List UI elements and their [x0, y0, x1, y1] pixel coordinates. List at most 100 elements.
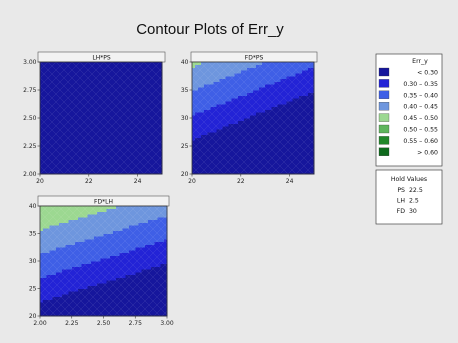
contour-cell [225, 148, 229, 152]
contour-cell [204, 106, 208, 110]
contour-cell [65, 305, 69, 309]
contour-cell [277, 64, 281, 68]
contour-cell [94, 76, 99, 80]
contour-cell [152, 64, 157, 68]
contour-cell [40, 250, 44, 254]
contour-cell [240, 73, 245, 77]
contour-cell [97, 165, 102, 169]
contour-cell [87, 230, 92, 234]
contour-cell [253, 151, 257, 155]
mesh-line [40, 62, 65, 87]
contour-cell [151, 228, 155, 232]
contour-cell [122, 266, 127, 270]
contour-cell [253, 162, 257, 166]
contour-cell [268, 148, 272, 152]
contour-cell [79, 134, 83, 138]
contour-cell [46, 81, 50, 85]
contour-cell [144, 294, 149, 298]
contour-cell [90, 277, 95, 281]
contour-cell [271, 64, 275, 68]
contour-cell [74, 283, 79, 287]
contour-cell [107, 78, 111, 82]
contour-cell [122, 206, 127, 210]
contour-cell [134, 132, 138, 136]
contour-cell [93, 307, 98, 311]
contour-cell [113, 70, 117, 74]
contour-cell [253, 160, 257, 164]
contour-cell [64, 143, 68, 147]
contour-cell [143, 160, 148, 164]
contour-cell [55, 250, 60, 254]
contour-cell [128, 84, 132, 88]
contour-cell [116, 288, 120, 292]
contour-cell [207, 151, 211, 155]
contour-cell [125, 62, 129, 66]
contour-cell [246, 160, 251, 164]
contour-cell [268, 109, 272, 113]
contour-cell [210, 73, 214, 77]
contour-cell [93, 277, 98, 281]
contour-cell [104, 64, 108, 68]
contour-cell [61, 146, 65, 150]
contour-cell [43, 76, 47, 80]
contour-cell [113, 219, 117, 223]
contour-cell [55, 73, 59, 77]
contour-cell [222, 146, 226, 150]
contour-cell [154, 296, 158, 300]
contour-cell [152, 129, 157, 133]
contour-cell [70, 134, 74, 138]
contour-cell [151, 277, 155, 281]
contour-cell [265, 64, 269, 68]
contour-cell [104, 104, 108, 108]
contour-cell [195, 101, 199, 105]
contour-cell [231, 115, 235, 119]
contour-cell [231, 143, 235, 147]
contour-cell [116, 252, 120, 256]
contour-cell [101, 137, 105, 141]
contour-cell [155, 109, 160, 113]
contour-cell [128, 280, 133, 284]
contour-cell [277, 90, 281, 94]
contour-cell [289, 126, 293, 130]
contour-cell [128, 157, 132, 161]
contour-cell [283, 90, 287, 94]
contour-cell [59, 217, 63, 221]
contour-cell [122, 296, 127, 300]
contour-cell [73, 137, 77, 141]
contour-cell [149, 76, 154, 80]
contour-cell [73, 165, 77, 169]
contour-cell [100, 310, 104, 314]
contour-cell [225, 165, 229, 169]
contour-cell [43, 81, 47, 85]
contour-cell [84, 206, 88, 210]
contour-cell [246, 64, 251, 68]
contour-cell [216, 120, 220, 124]
contour-cell [113, 140, 117, 144]
contour-cell [119, 277, 123, 281]
contour-cell [85, 87, 90, 91]
contour-cell [46, 294, 50, 298]
contour-cell [84, 272, 88, 276]
contour-cell [49, 92, 53, 96]
contour-cell [107, 62, 111, 66]
contour-cell [97, 239, 101, 243]
contour-cell [52, 291, 57, 295]
contour-cell [113, 95, 117, 99]
contour-cell [141, 294, 146, 298]
contour-cell [152, 132, 157, 136]
contour-cell [49, 222, 53, 226]
contour-cell [216, 76, 220, 80]
contour-cell [228, 160, 232, 164]
contour-cell [52, 277, 57, 281]
contour-cell [216, 171, 220, 175]
contour-cell [253, 78, 257, 82]
contour-cell [140, 129, 144, 133]
contour-cell [43, 137, 47, 141]
contour-cell [237, 140, 242, 144]
contour-cell [68, 269, 73, 273]
mesh-line [40, 62, 153, 174]
contour-cell [149, 134, 154, 138]
contour-cell [64, 70, 68, 74]
contour-cell [106, 208, 111, 212]
contour-cell [79, 84, 83, 88]
